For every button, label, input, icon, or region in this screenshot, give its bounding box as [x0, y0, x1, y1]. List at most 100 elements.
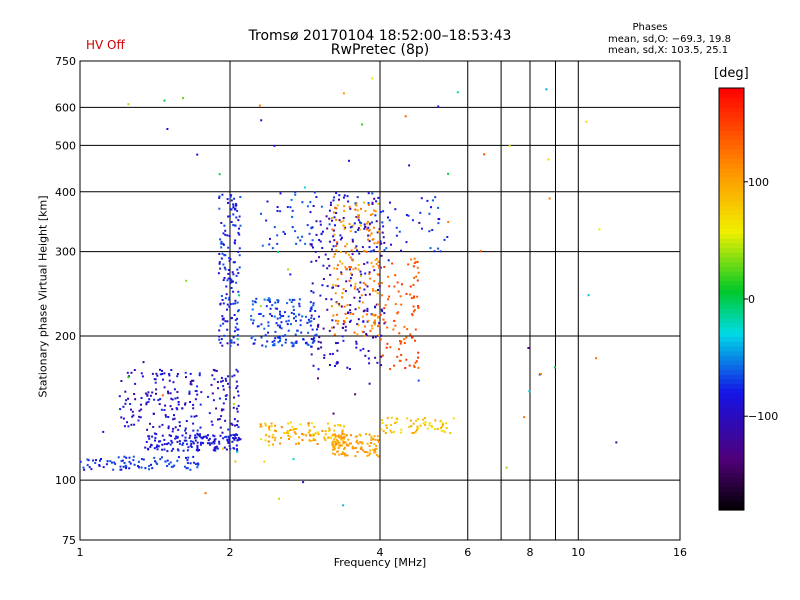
data-point	[424, 423, 426, 426]
data-point	[357, 264, 360, 266]
data-point	[110, 461, 113, 464]
data-point	[239, 224, 242, 227]
data-point	[130, 371, 133, 374]
data-point	[387, 259, 390, 262]
data-point	[274, 330, 277, 333]
data-point	[367, 319, 370, 322]
data-point	[413, 295, 416, 298]
data-point	[395, 226, 398, 229]
data-point	[161, 394, 164, 397]
data-point	[222, 437, 225, 440]
data-point	[163, 443, 166, 446]
data-point	[222, 322, 225, 325]
data-point	[418, 221, 421, 224]
data-point	[372, 289, 375, 292]
data-point	[324, 253, 327, 256]
data-point	[328, 240, 331, 243]
data-point	[374, 306, 377, 309]
data-point	[304, 242, 307, 245]
data-point	[373, 323, 376, 326]
data-point	[385, 424, 388, 427]
chart-title-line2: RwPretec (8p)	[330, 42, 430, 58]
data-point	[356, 333, 359, 336]
data-point	[361, 246, 364, 249]
data-point	[173, 464, 176, 467]
data-point	[230, 199, 233, 202]
data-point	[354, 435, 357, 438]
colorbar-segment	[719, 209, 744, 216]
data-point	[185, 456, 187, 459]
y-axis-label: Stationary phase Virtual Height [km]	[36, 195, 50, 398]
data-point	[375, 453, 378, 456]
data-point	[403, 325, 406, 328]
data-point	[129, 462, 132, 465]
data-point	[344, 329, 347, 332]
data-point	[336, 450, 339, 453]
data-point	[372, 265, 375, 268]
data-point	[192, 407, 195, 410]
data-point	[179, 442, 181, 445]
data-point	[335, 342, 337, 345]
data-point	[301, 235, 304, 238]
data-point	[312, 438, 315, 441]
data-point	[294, 315, 297, 318]
data-point	[292, 344, 295, 347]
data-point	[548, 197, 551, 200]
data-point	[194, 390, 197, 392]
data-point	[374, 290, 377, 292]
data-point	[417, 418, 419, 421]
data-point	[263, 460, 266, 463]
data-point	[227, 382, 229, 385]
data-point	[280, 321, 283, 324]
data-point	[140, 466, 143, 469]
data-point	[220, 240, 223, 243]
data-point	[280, 327, 283, 330]
data-point	[142, 458, 145, 461]
data-point	[140, 372, 143, 375]
data-point	[190, 379, 193, 382]
data-point	[381, 221, 384, 224]
data-point	[390, 243, 392, 246]
data-point	[215, 369, 218, 372]
data-point	[367, 234, 370, 237]
data-point	[376, 303, 379, 306]
data-point	[277, 301, 280, 304]
colorbar-segment	[719, 472, 744, 478]
data-point	[375, 303, 378, 306]
data-point	[310, 243, 313, 246]
data-point	[230, 422, 233, 425]
data-point	[370, 435, 373, 438]
data-point	[286, 323, 289, 326]
colorbar-segment	[719, 383, 744, 389]
data-point	[351, 253, 354, 256]
data-point	[318, 315, 320, 318]
data-point	[287, 434, 290, 437]
data-point	[149, 445, 152, 448]
data-point	[406, 417, 409, 420]
data-point	[149, 394, 152, 397]
data-point	[381, 231, 384, 234]
data-point	[271, 436, 274, 439]
data-point	[225, 293, 228, 296]
data-point	[388, 295, 391, 298]
data-point	[347, 438, 350, 441]
data-point	[158, 425, 161, 428]
data-point	[317, 347, 320, 350]
data-point	[196, 429, 199, 432]
data-point	[260, 438, 263, 441]
data-point	[237, 426, 240, 429]
data-point	[317, 323, 320, 326]
data-point	[291, 215, 294, 218]
colorbar-segment	[719, 228, 744, 234]
data-point	[120, 460, 123, 463]
colorbar-segment	[719, 256, 744, 263]
data-point	[338, 444, 341, 447]
data-point	[371, 192, 374, 195]
data-point	[234, 319, 237, 322]
data-point	[170, 369, 173, 371]
colorbar-segment	[719, 120, 744, 127]
data-point	[297, 442, 300, 445]
data-point	[194, 463, 197, 466]
data-point	[354, 203, 357, 206]
data-point	[377, 264, 380, 267]
